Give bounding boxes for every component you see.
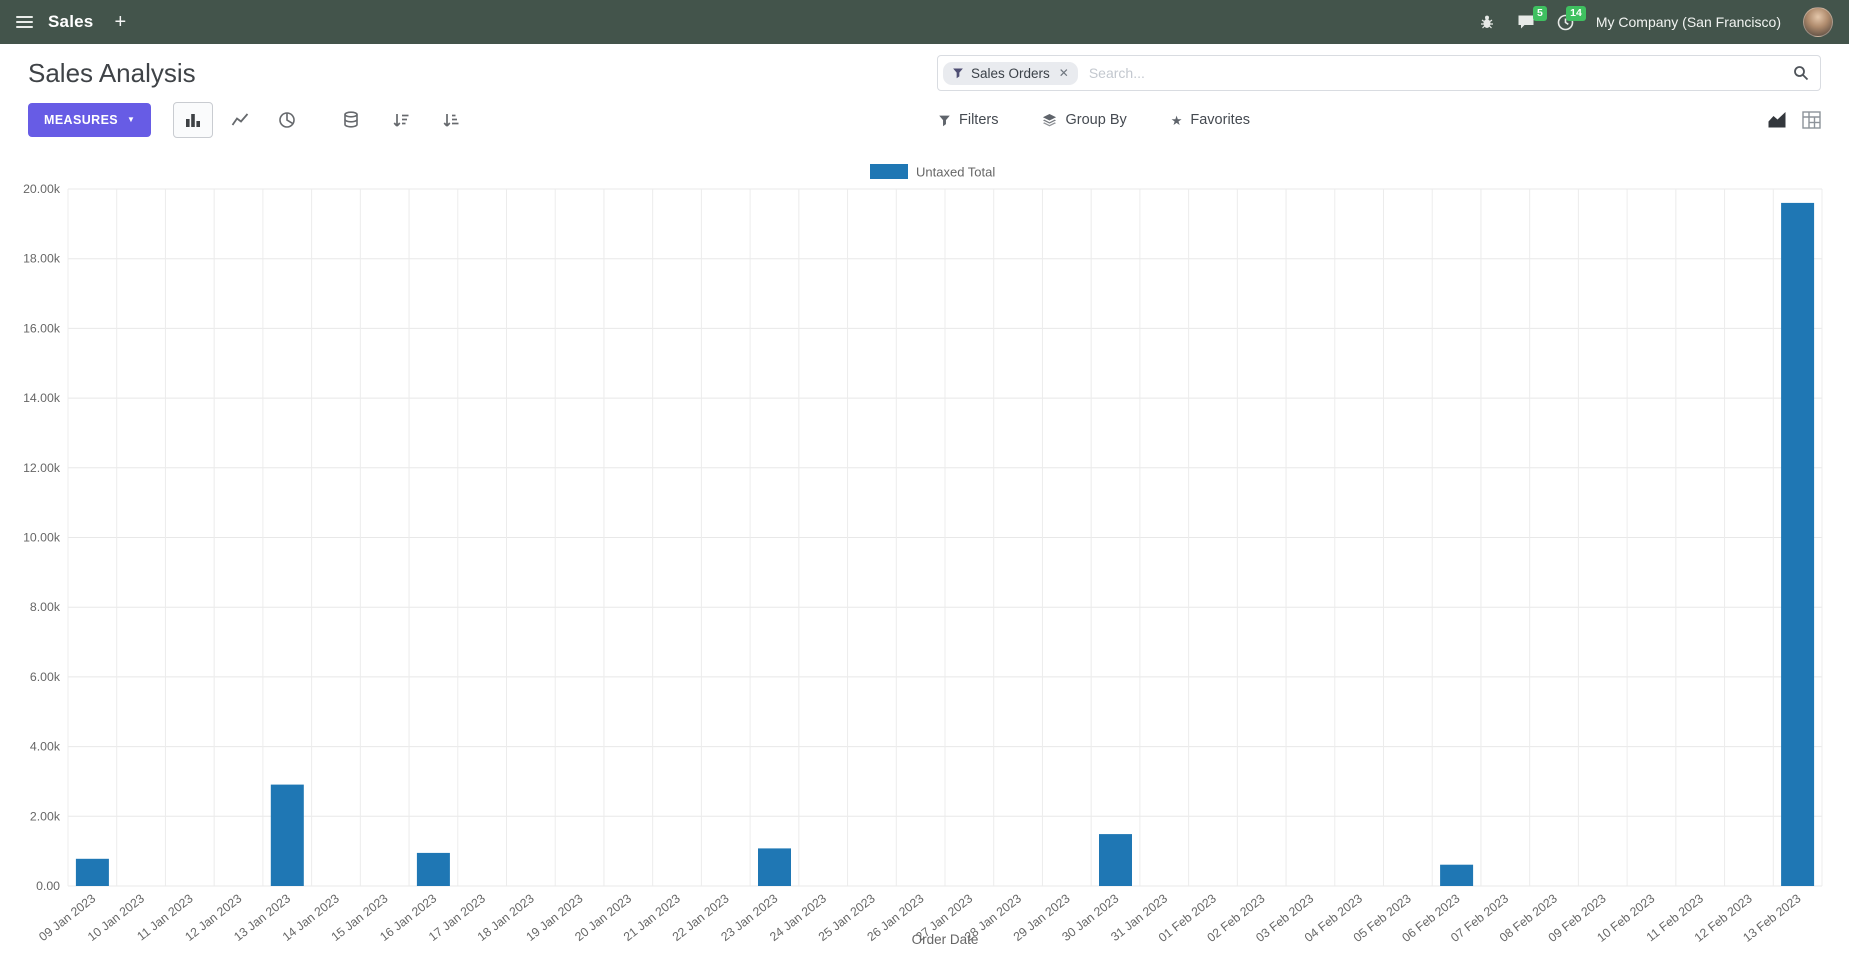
new-tab-button[interactable]: + <box>114 10 127 33</box>
bar-chart-button[interactable] <box>173 102 214 138</box>
y-tick-label: 10.00k <box>23 531 61 545</box>
app-name[interactable]: Sales <box>48 12 94 31</box>
x-axis-title: Order Date <box>912 932 979 947</box>
y-tick-label: 12.00k <box>23 461 61 475</box>
line-chart-button[interactable] <box>220 102 260 138</box>
bar[interactable] <box>758 848 791 886</box>
pie-chart-button[interactable] <box>267 102 307 138</box>
top-navbar: Sales + 5 14 My Company (San Francisco) <box>0 0 1849 44</box>
group-by-label: Group By <box>1065 112 1127 128</box>
pivot-view-button[interactable] <box>1802 111 1821 129</box>
search-facet-sales-orders[interactable]: Sales Orders ✕ <box>943 61 1078 85</box>
search-options-row: Filters Group By ★ Favorites <box>938 111 1821 129</box>
sort-ascending-icon <box>443 114 459 127</box>
sort-ascending-button[interactable] <box>431 102 471 138</box>
breadcrumb-row: Sales Analysis Sales Orders ✕ <box>28 50 1821 96</box>
chat-bubble-icon <box>1518 15 1534 29</box>
favorites-label: Favorites <box>1190 112 1251 128</box>
filters-button[interactable]: Filters <box>938 112 998 128</box>
star-icon: ★ <box>1170 112 1183 128</box>
bar[interactable] <box>1781 202 1815 886</box>
navbar-right: 5 14 My Company (San Francisco) <box>1479 5 1833 37</box>
view-switcher <box>1767 111 1821 129</box>
measures-button[interactable]: MEASURES ▼ <box>28 103 152 137</box>
messages-badge: 5 <box>1532 6 1547 22</box>
measures-label: MEASURES <box>44 113 119 127</box>
activities-button[interactable]: 14 <box>1557 5 1586 31</box>
y-tick-label: 4.00k <box>30 740 61 754</box>
search-bar[interactable]: Sales Orders ✕ <box>937 55 1821 91</box>
legend-swatch <box>870 164 908 179</box>
graph-options-group <box>331 102 471 138</box>
y-tick-label: 6.00k <box>30 670 61 684</box>
line-chart-icon <box>232 113 249 126</box>
facet-label: Sales Orders <box>971 65 1050 81</box>
page-title: Sales Analysis <box>28 57 196 88</box>
chart-area: 0.00 2.00k 4.00k 6.00k 8.00k 10.00k 12.00k 14.0… <box>0 144 1849 958</box>
y-tick-label: 8.00k <box>30 600 61 614</box>
activities-badge: 14 <box>1566 5 1586 21</box>
chart-type-group <box>173 102 307 138</box>
messages-button[interactable]: 5 <box>1517 6 1547 30</box>
apps-menu-icon[interactable] <box>16 16 33 28</box>
sales-bar-chart[interactable]: 0.00 2.00k 4.00k 6.00k 8.00k 10.00k 12.00k 14.0… <box>0 144 1849 958</box>
graph-toolbar: MEASURES ▼ <box>28 102 938 138</box>
toolbar-row: MEASURES ▼ <box>28 96 1821 144</box>
filters-label: Filters <box>959 112 999 128</box>
y-tick-label: 2.00k <box>30 809 61 823</box>
bar[interactable] <box>1440 864 1474 886</box>
y-tick-label: 16.00k <box>23 321 61 335</box>
remove-facet-button[interactable]: ✕ <box>1058 66 1069 80</box>
user-avatar[interactable] <box>1803 7 1833 37</box>
search-icon[interactable] <box>1793 65 1809 81</box>
stacked-database-icon <box>344 111 359 128</box>
pivot-table-icon <box>1802 111 1821 129</box>
y-tick-label: 0.00 <box>36 879 60 893</box>
bar[interactable] <box>75 858 109 886</box>
sort-descending-icon <box>393 114 409 127</box>
favorites-button[interactable]: ★ Favorites <box>1171 112 1250 128</box>
navbar-left: Sales + <box>16 11 126 34</box>
company-switcher[interactable]: My Company (San Francisco) <box>1595 14 1781 30</box>
group-by-button[interactable]: Group By <box>1042 112 1127 128</box>
legend-label[interactable]: Untaxed Total <box>916 165 995 180</box>
y-tick-label: 20.00k <box>23 182 61 196</box>
control-panel: Sales Analysis Sales Orders ✕ MEASURES ▼ <box>0 44 1849 144</box>
y-tick-label: 14.00k <box>23 391 61 405</box>
y-tick-label: 18.00k <box>23 252 61 266</box>
graph-view-button[interactable] <box>1767 111 1787 129</box>
bar[interactable] <box>1099 834 1132 886</box>
sort-descending-button[interactable] <box>381 102 421 138</box>
bar-chart-icon <box>186 114 201 127</box>
layers-icon <box>1042 113 1057 128</box>
bar[interactable] <box>270 784 304 886</box>
debug-bug-icon[interactable] <box>1479 14 1495 30</box>
clock-icon <box>1557 14 1574 30</box>
search-input[interactable] <box>1086 64 1784 82</box>
pie-chart-icon <box>279 112 296 128</box>
area-chart-icon <box>1768 112 1786 128</box>
filter-funnel-icon <box>952 67 964 79</box>
caret-down-icon: ▼ <box>127 115 136 124</box>
bar[interactable] <box>416 852 450 886</box>
stacked-button[interactable] <box>331 102 371 138</box>
filters-funnel-icon <box>938 114 951 127</box>
